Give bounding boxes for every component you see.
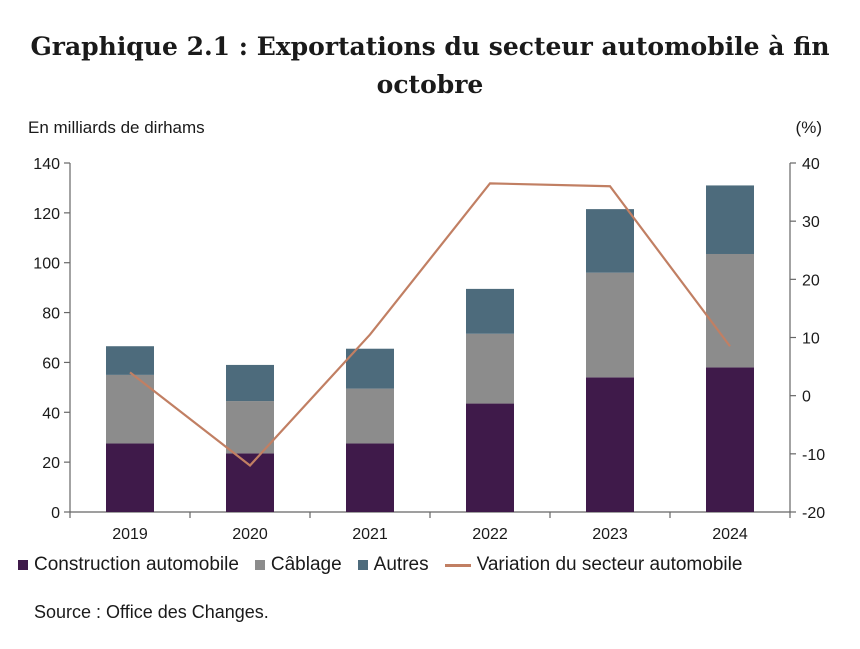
bar-construction-automobile-2021 (346, 443, 394, 512)
chart-title: Graphique 2.1 : Exportations du secteur … (30, 32, 830, 99)
y-tick-label-left: 140 (33, 156, 60, 173)
legend-item-cablage: Câblage (254, 554, 342, 576)
y-tick-label-left: 60 (42, 355, 60, 372)
bar-c-blage-2022 (466, 333, 514, 404)
legend-label-cablage: Câblage (270, 554, 342, 575)
bar-c-blage-2024 (706, 253, 754, 368)
bar-c-blage-2020 (226, 401, 274, 454)
y-tick-label-left: 80 (42, 306, 60, 323)
y-tick-label-right: -20 (802, 505, 825, 522)
y-tick-label-right: 0 (802, 389, 811, 406)
bars (106, 185, 754, 512)
bar-autres-2019 (106, 346, 154, 375)
y-tick-label-left: 40 (42, 405, 60, 422)
bar-construction-automobile-2019 (106, 443, 154, 512)
bar-c-blage-2021 (346, 388, 394, 444)
bar-c-blage-2023 (586, 272, 634, 378)
y-tick-label-right: -10 (802, 447, 825, 464)
y-tick-label-left: 100 (33, 256, 60, 273)
y-tick-label-right: 10 (802, 331, 820, 348)
legend-swatch-autres (357, 560, 368, 570)
x-tick-label: 2019 (112, 526, 148, 543)
x-tick-label: 2023 (592, 526, 628, 543)
variation-line-path (129, 182, 731, 467)
x-tick-label: 2021 (352, 526, 388, 543)
legend-label-construction: Construction automobile (34, 554, 239, 575)
bar-autres-2022 (466, 288, 514, 334)
y2-axis-label: (%) (795, 118, 822, 137)
bar-construction-automobile-2020 (226, 453, 274, 512)
legend-swatch-cablage (254, 560, 265, 570)
y-tick-label-left: 120 (33, 206, 60, 223)
axes: 0 20 40 60 80 100 120 140 -20 -10 0 10 20 30 40 2019 202… (33, 156, 825, 543)
bar-construction-automobile-2024 (706, 367, 754, 512)
legend-swatch-variation (444, 563, 471, 567)
x-tick-label: 2020 (232, 526, 268, 543)
x-tick-label: 2024 (712, 526, 748, 543)
y-tick-label-left: 20 (42, 455, 60, 472)
legend-label-variation: Variation du secteur automobile (476, 554, 743, 575)
bar-autres-2020 (226, 364, 274, 402)
legend-item-autres: Autres (357, 554, 429, 576)
bar-autres-2023 (586, 209, 634, 273)
bar-construction-automobile-2022 (466, 403, 514, 512)
legend-item-variation: Variation du secteur automobile (444, 554, 743, 576)
x-tick-label: 2022 (472, 526, 508, 543)
bar-autres-2024 (706, 185, 754, 254)
source-note: Source : Office des Changes. (34, 602, 269, 622)
y-tick-label-right: 40 (802, 156, 820, 173)
bar-c-blage-2019 (106, 374, 154, 444)
legend-item-construction: Construction automobile (18, 554, 239, 576)
bar-construction-automobile-2023 (586, 377, 634, 512)
y-tick-label-right: 30 (802, 214, 820, 231)
legend: Construction automobile Câblage Autres V… (18, 554, 848, 576)
y-tick-label-left: 0 (51, 505, 60, 522)
legend-swatch-construction (18, 560, 28, 570)
y-axis-label: En milliards de dirhams (28, 118, 205, 137)
legend-label-autres: Autres (373, 554, 429, 575)
bar-autres-2021 (346, 348, 394, 389)
variation-line (129, 182, 731, 467)
y-tick-label-right: 20 (802, 272, 820, 289)
